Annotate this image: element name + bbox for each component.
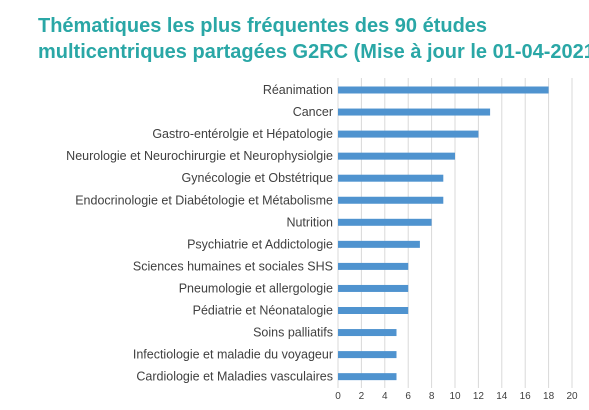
bar — [338, 152, 455, 160]
x-tick-label: 18 — [543, 391, 555, 402]
category-label: Soins palliatifs — [253, 326, 333, 340]
chart-title-line-1: Thématiques les plus fréquentes des 90 é… — [38, 15, 488, 37]
x-tick-label: 12 — [473, 391, 485, 402]
category-label: Infectiologie et maladie du voyageur — [133, 348, 333, 362]
bar — [338, 108, 491, 116]
x-axis-tick-labels: 0 2 4 6 8 10 12 14 16 18 20 — [335, 391, 578, 402]
gridlines — [337, 78, 573, 388]
x-tick-label: 0 — [335, 391, 341, 402]
x-tick-label: 14 — [496, 391, 508, 402]
category-label: Nutrition — [286, 215, 333, 229]
category-label: Pneumologie et allergologie — [179, 281, 333, 295]
bar — [338, 218, 432, 226]
bar — [338, 284, 409, 292]
category-label: Endocrinologie et Diabétologie et Métabo… — [75, 193, 333, 207]
x-tick-label: 2 — [359, 391, 365, 402]
x-tick-label: 6 — [405, 391, 411, 402]
bar — [338, 307, 409, 314]
x-tick-label: 8 — [429, 391, 435, 402]
category-label: Pédiatrie et Néonatalogie — [193, 304, 333, 318]
chart-title-line-2: multicentriques partagées G2RC (Mise à j… — [38, 41, 589, 63]
bar — [338, 86, 549, 94]
bar — [338, 174, 444, 182]
category-label: Psychiatrie et Addictologie — [187, 237, 333, 251]
bar — [338, 373, 397, 381]
category-labels: Réanimation Cancer Gastro-entérolgie et Hé… — [66, 83, 333, 384]
category-label: Sciences humaines et sociales SHS — [133, 259, 333, 273]
x-tick-label: 10 — [449, 391, 461, 402]
category-label: Cardiologie et Maladies vasculaires — [136, 370, 333, 384]
category-label: Cancer — [293, 105, 333, 119]
category-label: Neurologie et Neurochirurgie et Neurophy… — [66, 149, 333, 163]
bar — [338, 329, 397, 337]
bar — [338, 196, 444, 204]
bar — [338, 240, 420, 248]
bar — [338, 351, 397, 359]
category-label: Gynécologie et Obstétrique — [182, 171, 334, 185]
x-tick-label: 16 — [520, 391, 532, 402]
x-tick-label: 4 — [382, 391, 388, 402]
category-label: Réanimation — [263, 83, 333, 97]
bar — [338, 262, 409, 270]
x-tick-label: 20 — [566, 391, 578, 402]
bar — [338, 130, 479, 138]
bars — [338, 86, 549, 381]
category-label: Gastro-entérolgie et Hépatologie — [152, 127, 333, 141]
